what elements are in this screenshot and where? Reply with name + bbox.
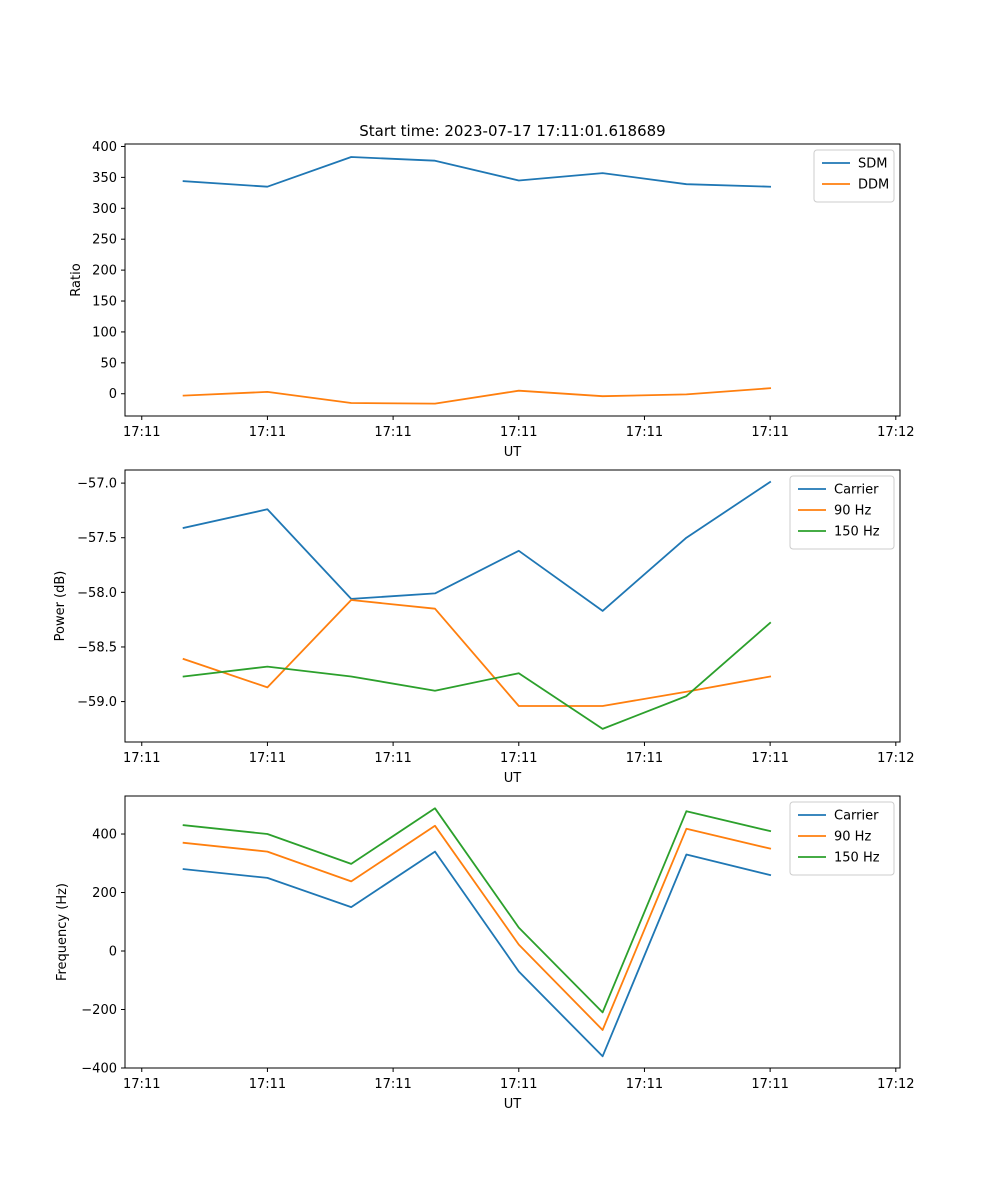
chart-3-y-tick-label: 0 bbox=[109, 945, 117, 960]
chart-1-x-tick-label: 17:11 bbox=[500, 425, 537, 440]
chart-2-legend-label: 90 Hz bbox=[834, 504, 871, 519]
chart-3-x-tick-label: 17:11 bbox=[751, 1077, 788, 1092]
chart-1-y-tick-label: 350 bbox=[92, 171, 117, 186]
chart-1-y-tick-label: 400 bbox=[92, 140, 117, 155]
chart-1-x-axis-label: UT bbox=[504, 445, 522, 460]
chart-2-x-tick-label: 17:11 bbox=[626, 751, 663, 766]
chart-2-y-tick-label: −57.0 bbox=[77, 477, 117, 492]
chart-3-x-tick-label: 17:12 bbox=[877, 1077, 914, 1092]
chart-3-x-tick-label: 17:11 bbox=[123, 1077, 160, 1092]
chart-2-x-tick-label: 17:11 bbox=[374, 751, 411, 766]
chart-1-y-tick-label: 150 bbox=[92, 295, 117, 310]
figure-title: Start time: 2023-07-17 17:11:01.618689 bbox=[359, 122, 665, 140]
chart-3-series-line-90-hz bbox=[182, 824, 772, 1031]
chart-3-y-tick-label: 400 bbox=[92, 828, 117, 843]
chart-3-series-line-carrier bbox=[182, 850, 772, 1058]
chart-2-series-line-carrier bbox=[182, 480, 772, 612]
chart-2-x-tick-label: 17:11 bbox=[751, 751, 788, 766]
chart-1-y-tick-label: 300 bbox=[92, 202, 117, 217]
chart-3-y-tick-label: −200 bbox=[81, 1003, 117, 1018]
chart-3-axes-frame bbox=[124, 795, 901, 1069]
chart-3-x-tick-label: 17:11 bbox=[500, 1077, 537, 1092]
chart-1-series-line-sdm bbox=[182, 156, 772, 188]
chart-1-x-tick-label: 17:12 bbox=[877, 425, 914, 440]
chart-2-series-line-150-hz bbox=[182, 621, 772, 730]
chart-2-x-axis-label: UT bbox=[504, 771, 522, 786]
chart-1-x-tick-label: 17:11 bbox=[626, 425, 663, 440]
chart-1-legend-label: DDM bbox=[858, 178, 889, 193]
chart-2-y-tick-label: −58.5 bbox=[77, 640, 117, 655]
chart-3-series-line-150-hz bbox=[182, 807, 772, 1014]
chart-3-y-axis-label: Frequency (Hz) bbox=[55, 883, 70, 981]
chart-1-y-tick-label: 250 bbox=[92, 233, 117, 248]
chart-2-y-tick-label: −59.0 bbox=[77, 695, 117, 710]
chart-1-y-tick-label: 50 bbox=[100, 356, 117, 371]
chart-2-axes-frame bbox=[124, 469, 901, 743]
chart-2-x-tick-label: 17:11 bbox=[500, 751, 537, 766]
chart-1-y-axis-label: Ratio bbox=[69, 263, 84, 296]
chart-1-y-tick-label: 200 bbox=[92, 264, 117, 279]
chart-1-x-tick-label: 17:11 bbox=[374, 425, 411, 440]
chart-1-legend-label: SDM bbox=[858, 157, 887, 172]
chart-3-y-tick-label: 200 bbox=[92, 886, 117, 901]
chart-2-x-tick-label: 17:11 bbox=[123, 751, 160, 766]
chart-3-x-tick-label: 17:11 bbox=[626, 1077, 663, 1092]
chart-3-legend-label: 150 Hz bbox=[834, 851, 880, 866]
chart-1: 17:11 17:11 17:11 17:11 17:11 17:11 17:12 0 50 10… bbox=[69, 140, 915, 460]
chart-3-x-axis-label: UT bbox=[504, 1097, 522, 1112]
chart-1-y-tick-label: 0 bbox=[109, 387, 117, 402]
chart-1-x-tick-label: 17:11 bbox=[123, 425, 160, 440]
chart-2-y-axis-label: Power (dB) bbox=[53, 571, 68, 642]
chart-1-series-line-ddm bbox=[182, 387, 772, 405]
chart-2: 17:11 17:11 17:11 17:11 17:11 17:11 17:12 −57.0… bbox=[53, 469, 915, 786]
chart-2-legend-label: Carrier bbox=[834, 483, 879, 498]
chart-panels: 17:11 17:11 17:11 17:11 17:11 17:11 17:12 0 50 10… bbox=[53, 140, 915, 1112]
chart-3-x-tick-label: 17:11 bbox=[249, 1077, 286, 1092]
chart-3-x-tick-label: 17:11 bbox=[374, 1077, 411, 1092]
chart-3-legend-label: Carrier bbox=[834, 809, 879, 824]
chart-1-y-tick-label: 100 bbox=[92, 325, 117, 340]
chart-1-x-tick-label: 17:11 bbox=[249, 425, 286, 440]
chart-2-y-tick-label: −58.0 bbox=[77, 586, 117, 601]
chart-3-y-tick-label: −400 bbox=[81, 1062, 117, 1077]
chart-2-x-tick-label: 17:12 bbox=[877, 751, 914, 766]
chart-2-legend-label: 150 Hz bbox=[834, 525, 880, 540]
chart-3-legend-label: 90 Hz bbox=[834, 830, 871, 845]
chart-1-x-tick-label: 17:11 bbox=[751, 425, 788, 440]
chart-2-series-line-90-hz bbox=[182, 599, 772, 707]
chart-2-x-tick-label: 17:11 bbox=[249, 751, 286, 766]
chart-1-axes-frame bbox=[124, 143, 901, 417]
chart-3: 17:11 17:11 17:11 17:11 17:11 17:11 17:12 400 20… bbox=[55, 795, 915, 1112]
chart-2-y-tick-label: −57.5 bbox=[77, 531, 117, 546]
